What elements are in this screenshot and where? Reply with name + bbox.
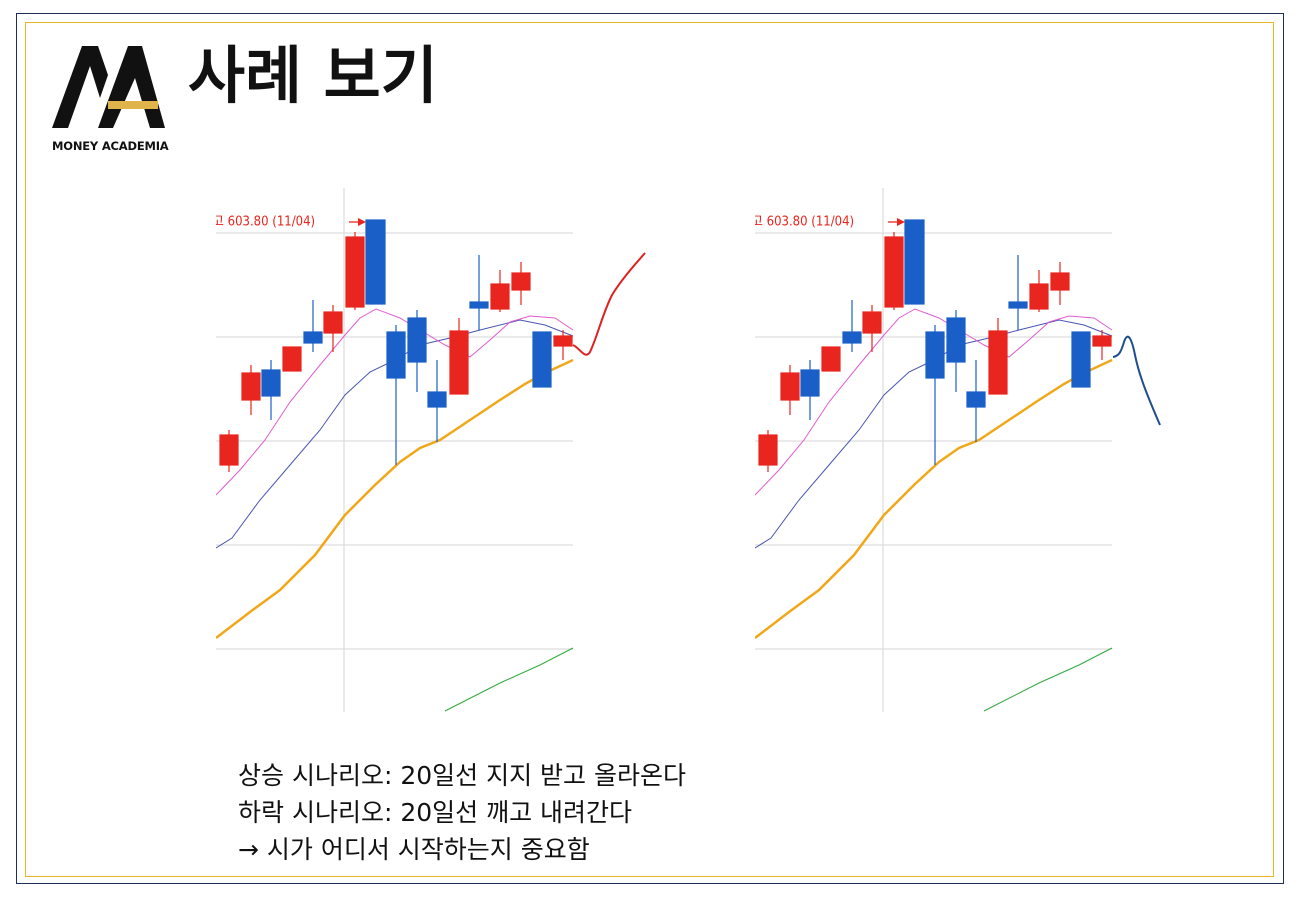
outer-frame: [16, 13, 1284, 884]
caption: → 시가 어디서 시작하는지 중요함: [238, 835, 590, 864]
inner-frame: [25, 22, 1274, 877]
logo-mark: [52, 46, 165, 128]
chart-left: 최고 603.80 (11/04): [200, 188, 646, 714]
caption: 상승 시나리오: 20일선 지지 받고 올라온다: [238, 761, 686, 790]
slide-title: 사례 보기: [188, 39, 438, 112]
caption: 하락 시나리오: 20일선 깨고 내려간다: [238, 798, 633, 827]
captions: 상승 시나리오: 20일선 지지 받고 올라온다 하락 시나리오: 20일선 깨…: [238, 757, 686, 868]
chart-annotation: 최고 603.80 (11/04): [200, 215, 315, 230]
logo-text: MONEY ACADEMIA: [52, 139, 169, 153]
chart-right: 최고 603.80 (11/04): [739, 188, 1161, 714]
chart-annotation: 최고 603.80 (11/04): [739, 215, 854, 230]
